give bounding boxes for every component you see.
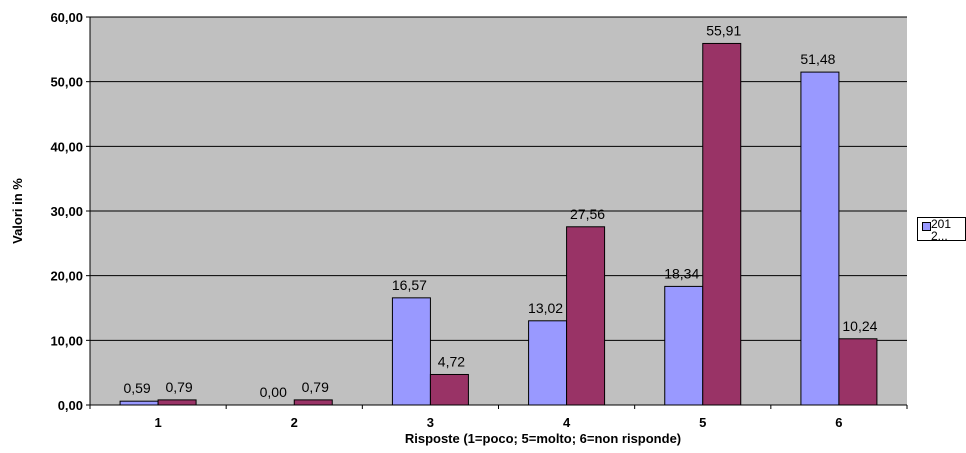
x-tick-label: 6 xyxy=(835,415,842,430)
data-label: 0,00 xyxy=(260,384,287,400)
bar-series2-cat5 xyxy=(702,42,742,406)
bar-series2-cat4 xyxy=(566,226,606,406)
axes xyxy=(86,16,908,409)
x-tick-label: 5 xyxy=(699,415,706,430)
bar-series1-cat4 xyxy=(528,320,568,406)
bar-series1-cat3 xyxy=(391,297,431,406)
bar-series2-cat3 xyxy=(429,373,469,406)
bar-series1-cat6 xyxy=(800,71,840,406)
data-label: 0,79 xyxy=(165,379,192,395)
bar-series2-cat2 xyxy=(293,399,333,406)
data-label: 16,57 xyxy=(392,277,427,293)
data-label: 10,24 xyxy=(842,318,877,334)
y-axis-title: Valori in % xyxy=(10,178,25,244)
legend-swatch xyxy=(922,222,931,231)
data-label: 4,72 xyxy=(438,353,465,369)
x-tick-label: 2 xyxy=(291,415,298,430)
y-tick-label: 20,00 xyxy=(50,269,83,284)
y-tick-label: 30,00 xyxy=(50,204,83,219)
bar-series2-cat1 xyxy=(157,399,197,406)
data-label: 27,56 xyxy=(570,206,605,222)
data-label: 18,34 xyxy=(664,265,699,281)
bar-series1-cat1 xyxy=(119,400,159,406)
x-axis-title: Risposte (1=poco; 5=molto; 6=non rispond… xyxy=(405,431,681,446)
data-labels: 0,59 0,79 0,00 0,79 16,57 4,72 13,02 27,56 18,34… xyxy=(123,22,877,400)
data-label: 0,59 xyxy=(123,380,150,396)
x-tick-label: 3 xyxy=(427,415,434,430)
legend: 201 2... xyxy=(917,217,966,243)
bar-series2-cat6 xyxy=(838,338,878,406)
gridlines xyxy=(90,16,907,341)
y-tick-label: 10,00 xyxy=(50,333,83,348)
y-tick-labels: 0,00 10,00 20,00 30,00 40,00 50,00 60,00 xyxy=(50,10,83,413)
x-tick-labels: 1 2 3 4 5 6 xyxy=(154,415,842,430)
data-label: 55,91 xyxy=(706,22,741,38)
data-label: 0,79 xyxy=(302,379,329,395)
x-tick-label: 1 xyxy=(154,415,161,430)
data-label: 13,02 xyxy=(528,300,563,316)
bars xyxy=(119,42,878,406)
y-tick-label: 60,00 xyxy=(50,10,83,25)
x-tick-label: 4 xyxy=(563,415,571,430)
y-tick-label: 40,00 xyxy=(50,139,83,154)
legend-label: 201 2... xyxy=(931,217,952,243)
y-tick-label: 50,00 xyxy=(50,75,83,90)
y-tick-label: 0,00 xyxy=(58,398,83,413)
bar-series1-cat5 xyxy=(664,285,704,406)
data-label: 51,48 xyxy=(800,51,835,67)
